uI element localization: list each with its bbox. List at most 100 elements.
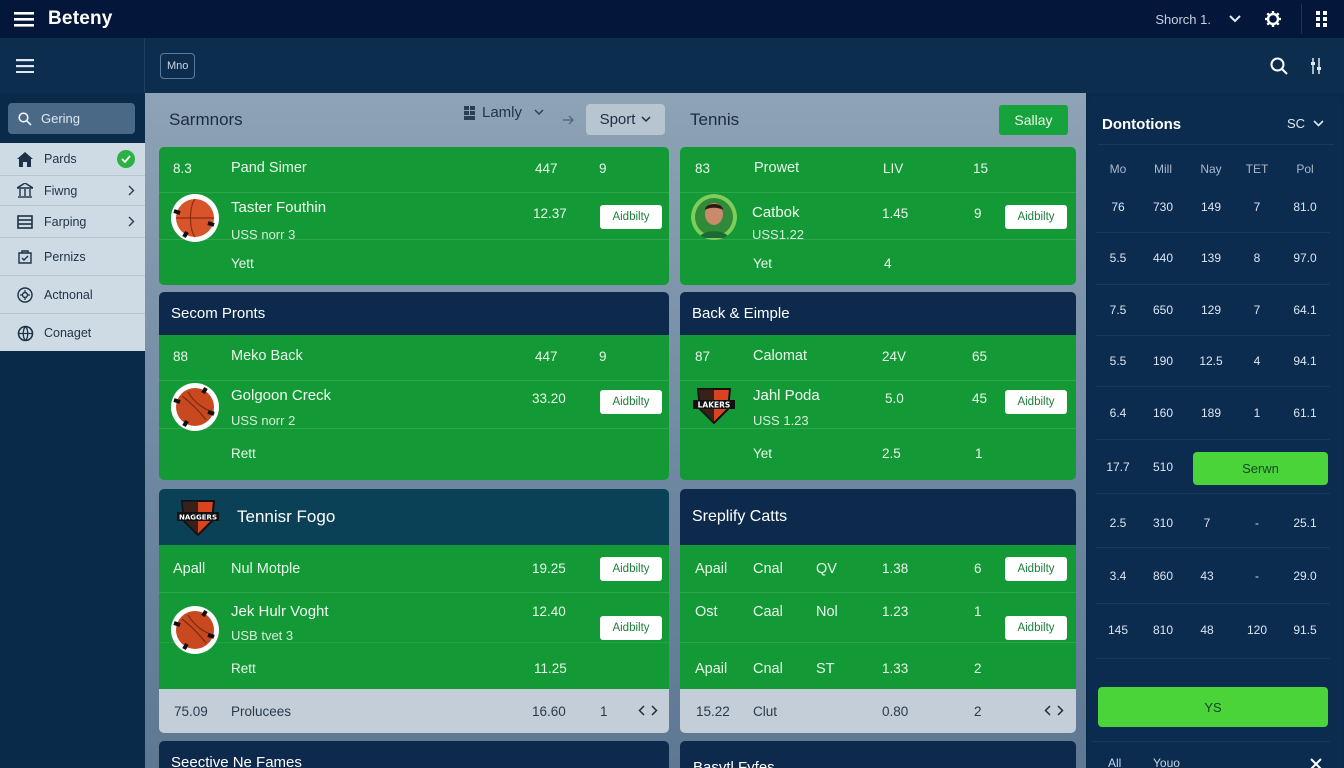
footer-value: 15.22 — [696, 704, 730, 719]
table-row[interactable]: Yet 4 — [680, 240, 1076, 285]
table-row[interactable]: Jek Hulr Voght USB tvet 3 12.40 Aidbilty — [159, 593, 669, 654]
chevron-right-icon[interactable] — [1057, 705, 1064, 716]
home-icon — [16, 150, 34, 168]
filter-dropdown[interactable]: Lamly — [464, 104, 544, 121]
search-icon[interactable] — [1270, 57, 1288, 75]
basketball-avatar — [170, 605, 220, 655]
footer-tab-youo[interactable]: Youo — [1153, 756, 1180, 768]
chevron-right-icon — [128, 185, 135, 196]
sidebar-item-label: Pernizs — [44, 249, 86, 264]
stat-cell: 190 — [1152, 354, 1174, 368]
table-row[interactable]: 88 Meko Back 447 9 — [159, 335, 669, 381]
action-button[interactable]: Aidbilty — [600, 557, 662, 581]
sallay-button[interactable]: Sallay — [999, 105, 1068, 135]
action-button[interactable]: Aidbilty — [600, 205, 662, 229]
sidebar-search-input[interactable]: Gering — [8, 103, 135, 134]
table-row[interactable]: Catbok USS1.22 1.45 9 Aidbilty — [680, 193, 1076, 242]
table-row[interactable]: Apall Nul Motple 19.25 Aidbilty — [159, 545, 669, 593]
brand-logo[interactable]: Beteny — [48, 8, 113, 29]
row-title: Cnal — [753, 661, 783, 677]
row-title: Caal — [753, 604, 783, 620]
row-label: Rett — [231, 661, 256, 676]
serwn-button[interactable]: Serwn — [1193, 452, 1328, 485]
player-name: Jahl Poda — [753, 387, 820, 404]
stat-cell: 310 — [1152, 516, 1174, 530]
card-title: Seective Ne Fames — [171, 754, 302, 768]
card-header: NAGGERS Tennisr Fogo — [159, 489, 669, 545]
table-row[interactable]: Apail Cnal ST 1.33 2 — [680, 643, 1076, 689]
stat-cell: 4 — [1253, 354, 1261, 368]
table-row[interactable]: 8.3 Pand Simer 447 9 — [159, 147, 669, 193]
sidebar-item-conaget[interactable]: Conaget — [0, 314, 145, 352]
team-logo: NAGGERS — [177, 497, 219, 537]
row-title: Calomat — [753, 348, 807, 364]
stat-cell: 129 — [1200, 303, 1222, 317]
sidebar-toggle-button[interactable] — [0, 38, 145, 93]
table-row[interactable]: Yet 2.5 1 — [680, 429, 1076, 480]
odds-value: 11.25 — [534, 661, 567, 676]
search-label[interactable]: Shorch 1. — [1155, 11, 1211, 27]
footer-total: 16.60 — [532, 704, 566, 719]
table-row[interactable]: Rett 11.25 — [159, 643, 669, 689]
row-count: 65 — [972, 349, 988, 364]
row-count: 6 — [974, 561, 982, 576]
table-row[interactable]: Rett — [159, 429, 669, 480]
sidebar-item-pernizs[interactable]: Pernizs — [0, 238, 145, 276]
action-button[interactable]: Aidbilty — [600, 390, 662, 414]
table-row[interactable]: LAKERS Jahl Poda USS 1.23 5.0 45 Aidbilt… — [680, 381, 1076, 429]
section-title-left: Sarmnors — [169, 110, 243, 129]
sidebar-item-pards[interactable]: Pards — [0, 143, 145, 176]
table-row[interactable]: Golgoon Creck USS norr 2 33.20 Aidbilty — [159, 381, 669, 431]
pagination-arrows[interactable] — [638, 705, 658, 716]
action-button[interactable]: Aidbilty — [1005, 557, 1067, 581]
row-code: Nol — [816, 604, 838, 620]
row-count: 9 — [599, 349, 607, 364]
chevron-right-icon[interactable] — [651, 705, 658, 716]
sidebar-item-fiwng[interactable]: Fiwng — [0, 176, 145, 206]
card-title: Basvtl Fyfes — [693, 759, 775, 768]
pagination-arrows[interactable] — [1044, 705, 1064, 716]
sidebar-item-actnonal[interactable]: Actnonal — [0, 276, 145, 314]
sidebar-item-label: Actnonal — [44, 287, 93, 302]
chevron-left-icon[interactable] — [1044, 705, 1051, 716]
main-menu-button[interactable] — [0, 0, 48, 38]
table-row[interactable]: 87 Calomat 24V 65 — [680, 335, 1076, 381]
stat-cell: 91.5 — [1293, 623, 1317, 637]
player-sub: USS 1.23 — [753, 413, 809, 428]
svg-text:LAKERS: LAKERS — [698, 401, 731, 410]
panel-selector[interactable]: SC — [1287, 116, 1324, 131]
event-card-7: Seective Ne Fames — [159, 741, 669, 768]
close-icon[interactable] — [1310, 758, 1322, 768]
table-row[interactable]: 83 Prowet LIV 15 — [680, 147, 1076, 193]
player-name: Catbok — [752, 204, 800, 221]
row-value: 447 — [535, 349, 558, 364]
table-row[interactable]: Taster Fouthin USS norr 3 12.37 Aidbilty — [159, 193, 669, 242]
globe-gear-icon — [16, 324, 34, 342]
chevron-down-icon[interactable] — [1229, 15, 1241, 23]
odds-value: 1.45 — [882, 206, 909, 221]
table-row[interactable]: Ost Caal Nol 1.23 1 Aidbilty — [680, 593, 1076, 643]
apps-grid-icon[interactable] — [1316, 11, 1328, 27]
mode-button[interactable]: Mno — [160, 52, 196, 79]
place-bet-button[interactable]: YS — [1098, 687, 1328, 727]
gear-icon[interactable] — [1265, 11, 1281, 27]
chevron-left-icon[interactable] — [638, 705, 645, 716]
player-sub: USS1.22 — [752, 227, 805, 242]
sidebar-item-label: Conaget — [44, 326, 92, 340]
stat-cell: 1 — [1253, 406, 1261, 420]
action-button[interactable]: Aidbilty — [1005, 390, 1067, 414]
divider — [1096, 284, 1330, 285]
filter-sliders-icon[interactable] — [1310, 57, 1322, 74]
table-row[interactable]: Apail Cnal QV 1.38 6 Aidbilty — [680, 545, 1076, 593]
sport-dropdown[interactable]: Sport — [586, 104, 665, 135]
action-button[interactable]: Aidbilty — [600, 616, 662, 640]
action-button[interactable]: Aidbilty — [1005, 616, 1067, 640]
action-button[interactable]: Aidbilty — [1005, 205, 1067, 229]
footer-tab-all[interactable]: All — [1108, 756, 1122, 768]
table-row[interactable]: Yett — [159, 240, 669, 285]
footer-total: 0.80 — [882, 704, 909, 719]
right-panel: Dontotions SC — [1086, 93, 1344, 768]
event-card-3: Secom Pronts 88 Meko Back 447 9 Golgoon … — [159, 292, 669, 480]
sidebar-item-farping[interactable]: Farping — [0, 206, 145, 238]
column-header: Pol — [1296, 162, 1314, 176]
